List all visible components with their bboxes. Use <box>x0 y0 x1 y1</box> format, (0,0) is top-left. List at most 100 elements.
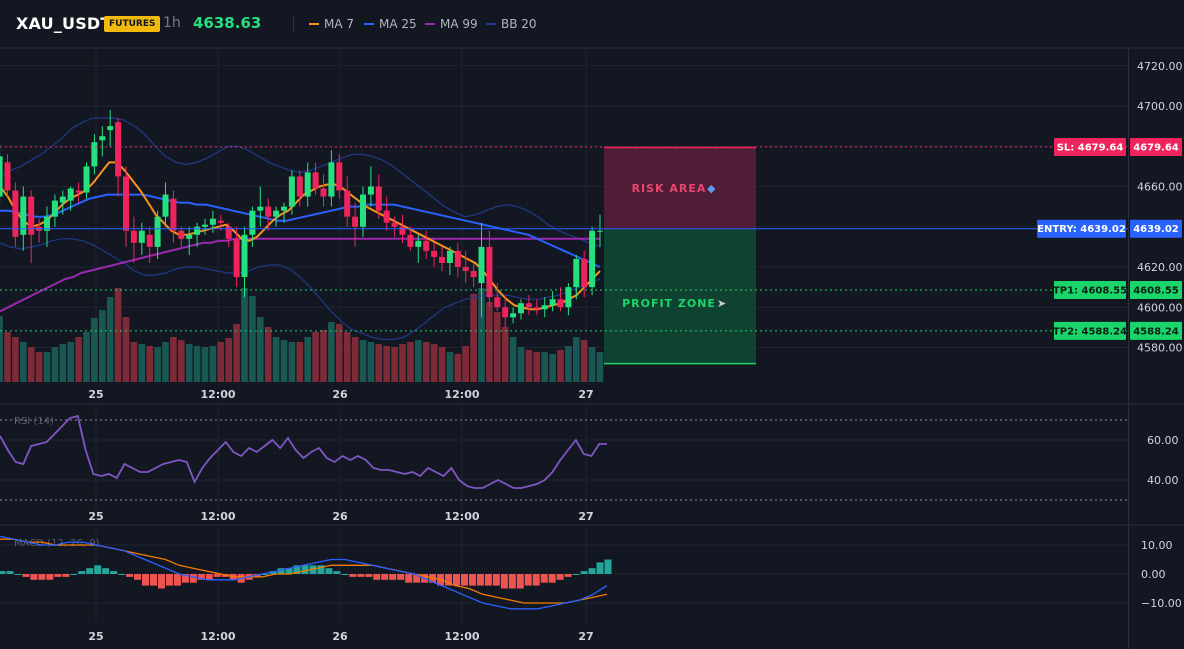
candle-body <box>123 176 129 231</box>
legend-ma25[interactable]: MA 25 <box>364 17 417 31</box>
volume-bar <box>517 347 525 382</box>
volume-bar <box>20 342 27 382</box>
time-axis-label: 26 <box>332 630 348 643</box>
candle-body <box>107 126 114 131</box>
volume-bar <box>359 340 367 382</box>
volume-bar <box>193 346 201 382</box>
candle-body <box>209 218 216 225</box>
level-tag-sl <box>1054 137 1126 156</box>
macd-histogram-bar <box>476 574 484 586</box>
candle-body <box>328 162 335 197</box>
candle-body <box>478 246 485 284</box>
macd-histogram-bar <box>413 574 421 583</box>
axis-price-tag-entry <box>1130 219 1182 238</box>
candle-body <box>391 222 398 227</box>
volume-bar <box>130 342 138 382</box>
macd-histogram-bar <box>445 574 453 586</box>
candle-body <box>249 210 256 235</box>
macd-histogram-bar <box>62 574 70 577</box>
level-axis-labels: SL: 4679.64 4679.64 ENTRY: 4639.02 4639.02 T… <box>1037 137 1182 340</box>
volume-bar <box>375 344 383 382</box>
candle-body <box>67 188 74 201</box>
symbol-name[interactable]: XAU_USDT <box>16 14 112 33</box>
volume-bar <box>12 337 19 382</box>
legend-ma25-swatch <box>364 22 374 25</box>
time-axis-label: 27 <box>578 388 593 401</box>
legend-ma7[interactable]: MA 7 <box>309 17 354 31</box>
macd-histogram-bar <box>94 565 102 574</box>
candle-body <box>115 122 122 177</box>
volume-bar <box>422 342 430 382</box>
candle-body <box>99 136 106 141</box>
volume-bar <box>296 342 304 382</box>
legend-ma99[interactable]: MA 99 <box>425 17 478 31</box>
candle-body <box>439 256 445 263</box>
volume-bar <box>209 346 217 382</box>
volume-bar <box>320 330 327 382</box>
rsi-axis-label: 60.00 <box>1147 434 1179 447</box>
macd-histogram-bar <box>604 559 612 574</box>
macd-histogram-bar <box>588 568 596 574</box>
macd-histogram-bar <box>325 568 333 574</box>
candle-body <box>510 313 517 318</box>
rsi-title: RSI (14) <box>14 416 54 427</box>
candle-body <box>549 299 556 306</box>
macd-axis-label: 10.00 <box>1141 539 1173 552</box>
volume-bar <box>580 340 588 382</box>
candle-body <box>44 216 50 231</box>
macd-histogram-bar <box>157 574 165 589</box>
macd-histogram-bar <box>38 574 46 580</box>
volume-bar <box>383 346 390 382</box>
header-divider <box>293 15 294 32</box>
candle-body <box>360 194 366 227</box>
axis-price-tag-tp1 <box>1130 281 1182 300</box>
macd-histogram-bar <box>142 574 150 586</box>
volume-bar <box>288 342 296 382</box>
volume-bar <box>501 327 509 382</box>
candle-body <box>130 230 137 243</box>
rocket-icon: ➤ <box>717 297 727 310</box>
candle-body <box>51 200 58 217</box>
candle-body <box>288 176 295 207</box>
candle-body <box>225 226 232 239</box>
volume-bar <box>351 337 359 382</box>
volume-bar <box>91 318 98 382</box>
candle-body <box>589 230 596 288</box>
rsi-axis-label: 40.00 <box>1147 474 1179 487</box>
price-axis-label: 4720.00 <box>1137 60 1183 73</box>
macd-histogram-bar <box>86 568 94 574</box>
volume-bar <box>146 346 153 382</box>
candle-body <box>312 172 319 189</box>
macd-axis-label: −10.00 <box>1141 597 1182 610</box>
candle-body <box>281 206 287 211</box>
candle-body <box>146 234 153 247</box>
candle-body <box>525 303 532 308</box>
level-tag-entry <box>1037 219 1126 238</box>
volume-bar <box>367 342 375 382</box>
volume-bar <box>4 332 11 382</box>
candle-body <box>454 250 461 267</box>
volume-bar <box>272 337 280 382</box>
chart-header: XAU_USDT FUTURES 1h 4638.63 MA 7 MA 25 M… <box>0 0 1184 48</box>
volume-bar <box>27 347 35 382</box>
volume-bar <box>454 354 462 382</box>
macd-histogram-bar <box>532 574 540 586</box>
candle-body <box>423 240 430 251</box>
volume-bar <box>557 350 564 382</box>
volume-bar <box>35 352 43 382</box>
zone-labels: RISK AREA ◆ PROFIT ZONE ➤ <box>622 182 727 310</box>
legend-bb20[interactable]: BB 20 <box>486 17 537 31</box>
macd-histogram-bar <box>508 574 516 589</box>
macd-histogram-bar <box>492 574 500 586</box>
macd-title: MACD (12, 26, 9) <box>14 538 100 549</box>
volume-bar <box>114 288 122 382</box>
axis-price-text-entry: 4639.02 <box>1133 224 1179 235</box>
profit-zone-label: PROFIT ZONE <box>622 297 716 310</box>
legend-ma99-label: MA 99 <box>440 17 478 31</box>
timeframe-selector[interactable]: 1h <box>163 15 181 31</box>
time-axis-label: 25 <box>88 510 103 523</box>
volume-bar <box>509 337 517 382</box>
legend-bb20-swatch <box>486 22 496 25</box>
volume-bar <box>257 317 264 382</box>
